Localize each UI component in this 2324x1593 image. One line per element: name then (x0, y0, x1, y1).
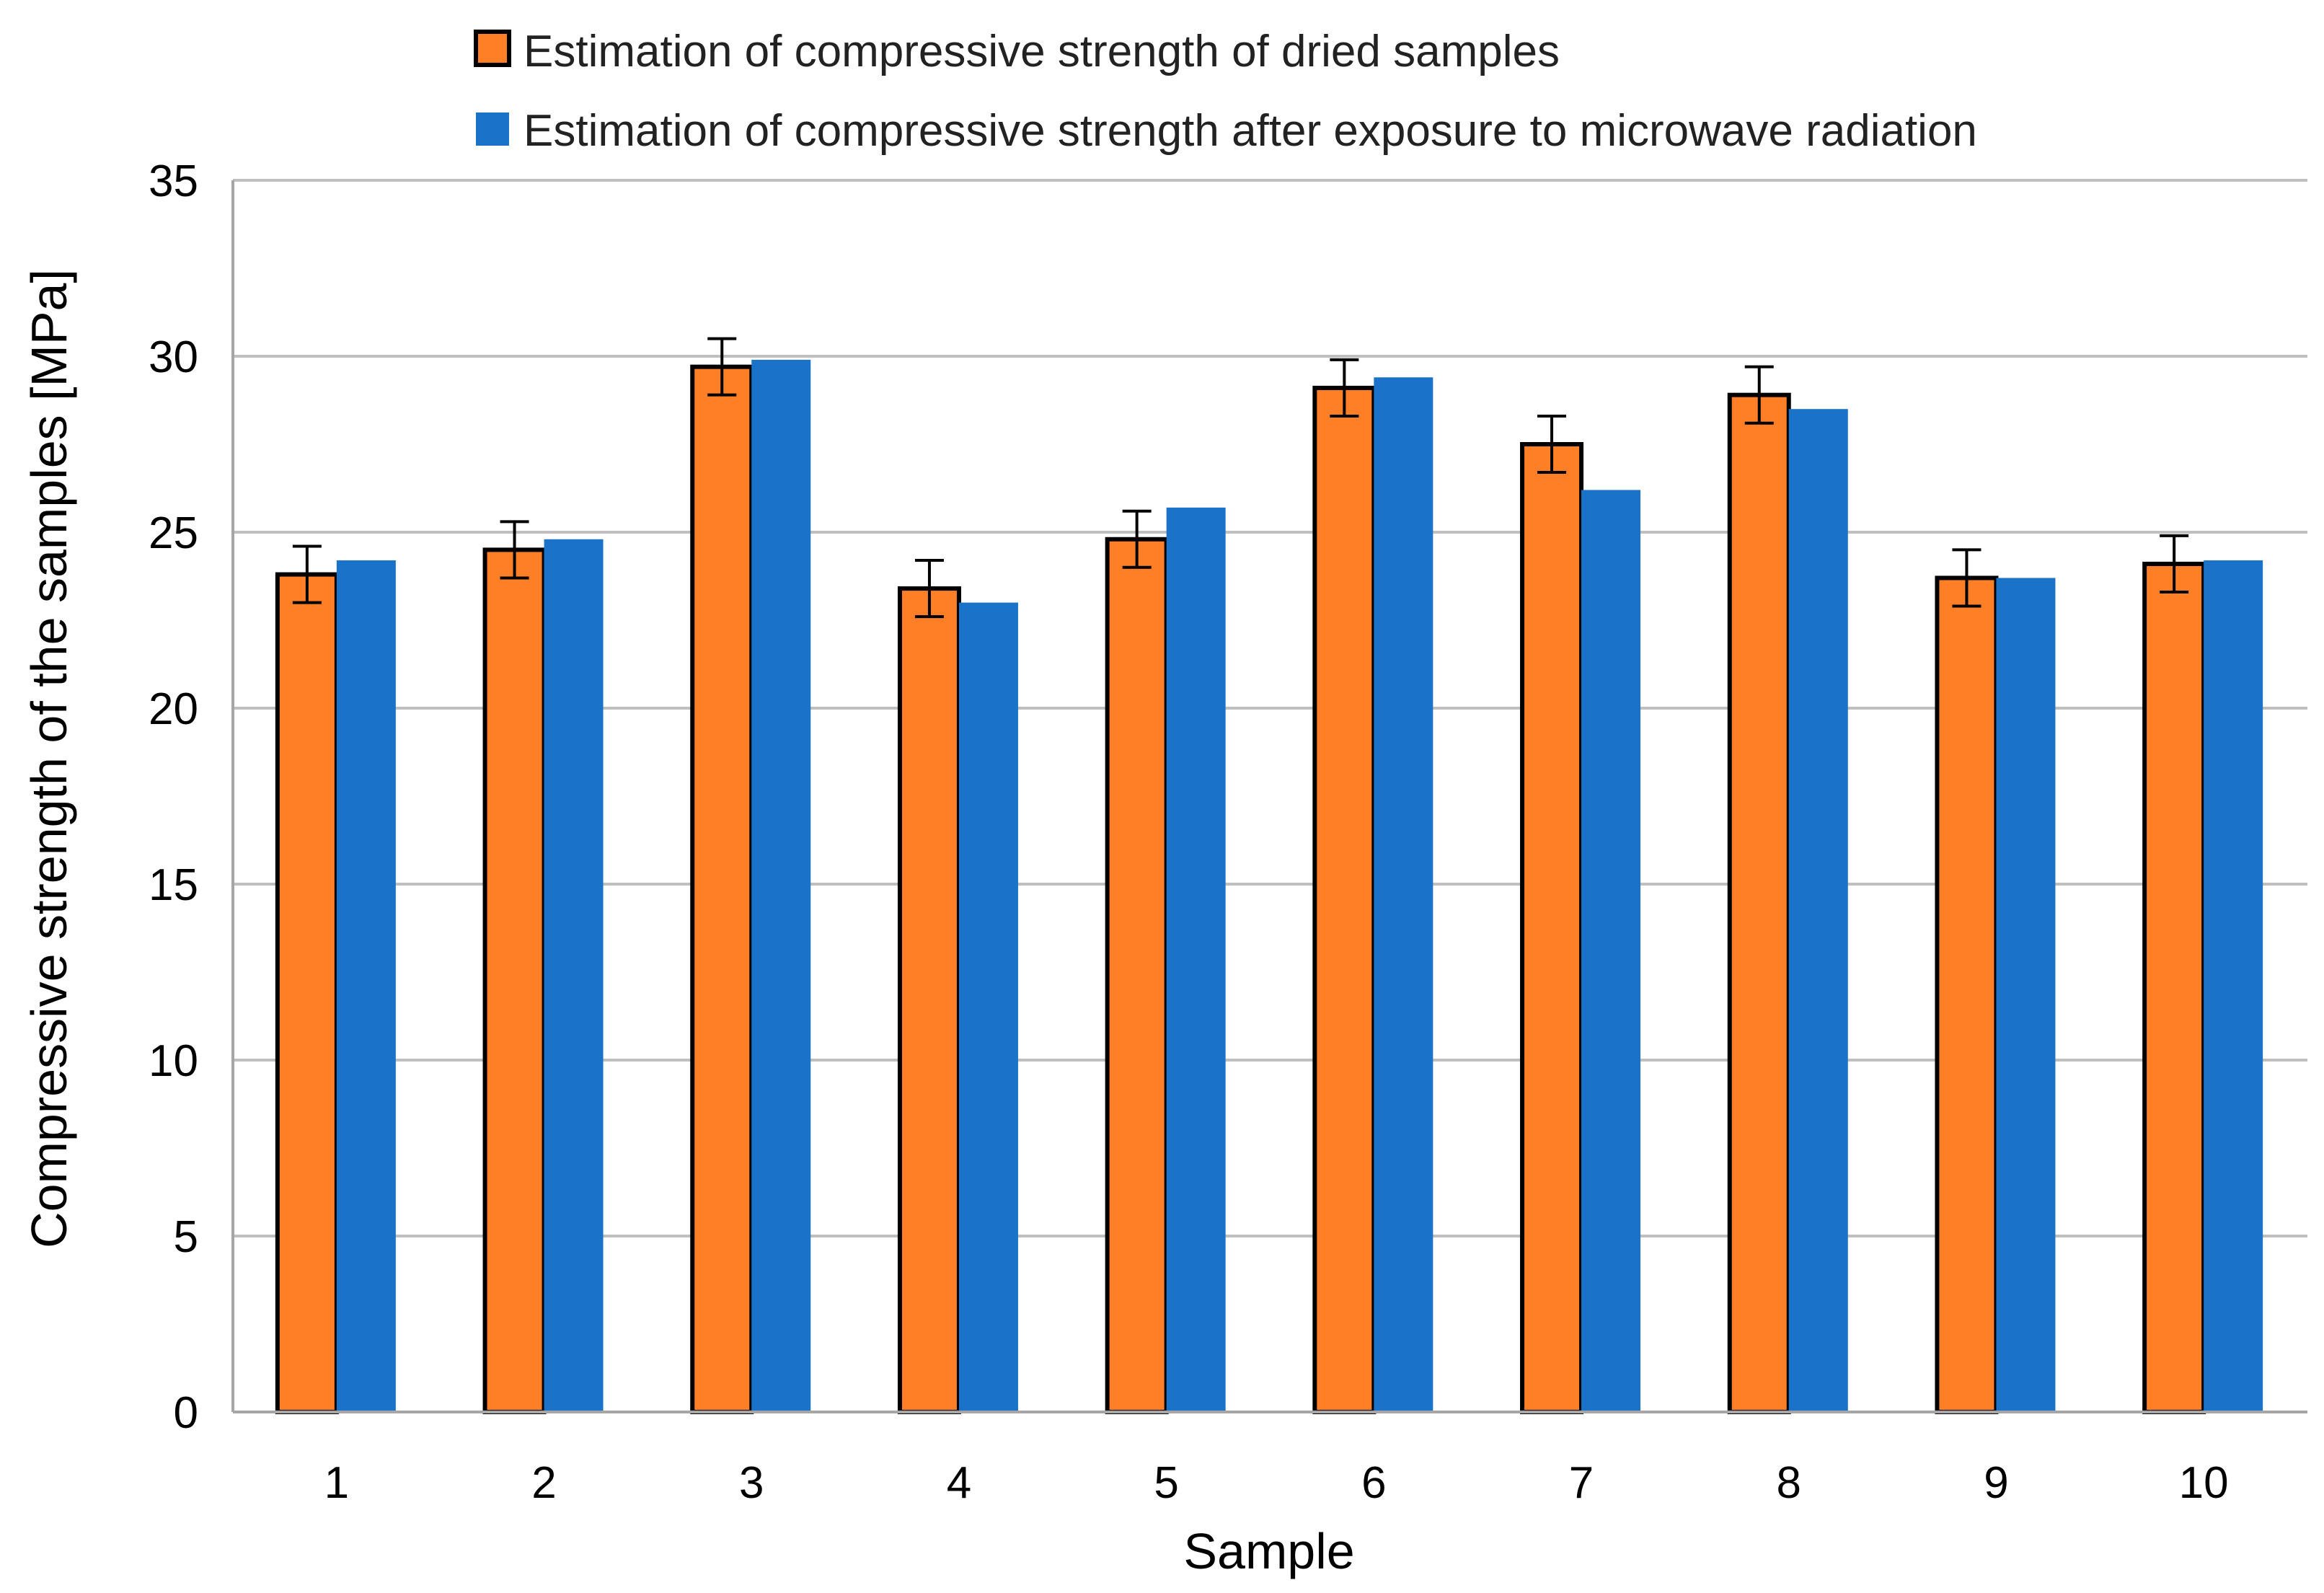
x-tick-label: 5 (1154, 1458, 1178, 1508)
bar-dried-sample-7 (1520, 442, 1584, 1414)
x-tick-label: 6 (1361, 1458, 1386, 1508)
legend-item-microwave: Estimation of compressive strength after… (476, 106, 1977, 156)
bar-dried-sample-1 (275, 572, 339, 1414)
y-tick-label: 30 (149, 332, 198, 382)
bar-microwave-sample-3 (751, 359, 811, 1412)
bar-dried-sample-6 (1312, 385, 1377, 1414)
bar-dried-sample-9 (1935, 575, 1999, 1415)
legend-swatch-dried (474, 30, 511, 67)
legend-label-microwave: Estimation of compressive strength after… (523, 106, 1977, 156)
bar-dried-sample-4 (897, 586, 961, 1415)
x-tick-label: 3 (739, 1458, 764, 1508)
x-tick-label: 10 (2179, 1458, 2229, 1508)
bar-microwave-sample-8 (1788, 409, 1848, 1413)
x-tick-label: 9 (1984, 1458, 2008, 1508)
bar-microwave-sample-7 (1581, 490, 1641, 1413)
y-tick-label: 5 (174, 1212, 198, 1262)
y-tick-label: 25 (149, 508, 198, 558)
bars (275, 359, 2263, 1415)
bar-dried-sample-2 (482, 547, 547, 1414)
bar-dried-sample-10 (2142, 561, 2206, 1414)
axes (231, 180, 2307, 1413)
x-tick-label: 1 (324, 1458, 349, 1508)
bar-microwave-sample-9 (1996, 578, 2056, 1413)
bar-dried-sample-8 (1727, 392, 1791, 1414)
x-tick-label: 8 (1777, 1458, 1801, 1508)
legend-swatch-microwave (476, 112, 509, 146)
x-tick-label: 7 (1569, 1458, 1594, 1508)
legend: Estimation of compressive strength of dr… (474, 27, 1977, 156)
bar-dried-sample-3 (690, 364, 754, 1414)
bar-dried-sample-5 (1105, 537, 1169, 1414)
x-tick-label: 4 (947, 1458, 971, 1508)
y-tick-label: 0 (174, 1388, 198, 1438)
x-axis-title: Sample (1183, 1523, 1354, 1579)
tick-labels: 0 5 10 15 20 25 30 35 1 2 3 4 5 6 7 8 9 10 (149, 156, 2229, 1508)
legend-item-dried: Estimation of compressive strength of dr… (474, 27, 1560, 76)
y-tick-label: 15 (149, 860, 198, 910)
y-tick-label: 10 (149, 1036, 198, 1086)
bar-microwave-sample-5 (1166, 507, 1226, 1412)
y-tick-label: 20 (149, 684, 198, 734)
bar-microwave-sample-4 (958, 602, 1018, 1412)
y-tick-label: 35 (149, 156, 198, 206)
bar-microwave-sample-6 (1374, 377, 1433, 1412)
legend-label-dried: Estimation of compressive strength of dr… (523, 27, 1560, 76)
bar-microwave-sample-2 (544, 539, 604, 1412)
y-axis-title: Compressive strength of the samples [MPa… (21, 269, 77, 1248)
x-tick-label: 2 (531, 1458, 556, 1508)
bar-microwave-sample-10 (2204, 560, 2263, 1412)
error-bars (292, 337, 2189, 619)
bar-microwave-sample-1 (336, 560, 396, 1412)
